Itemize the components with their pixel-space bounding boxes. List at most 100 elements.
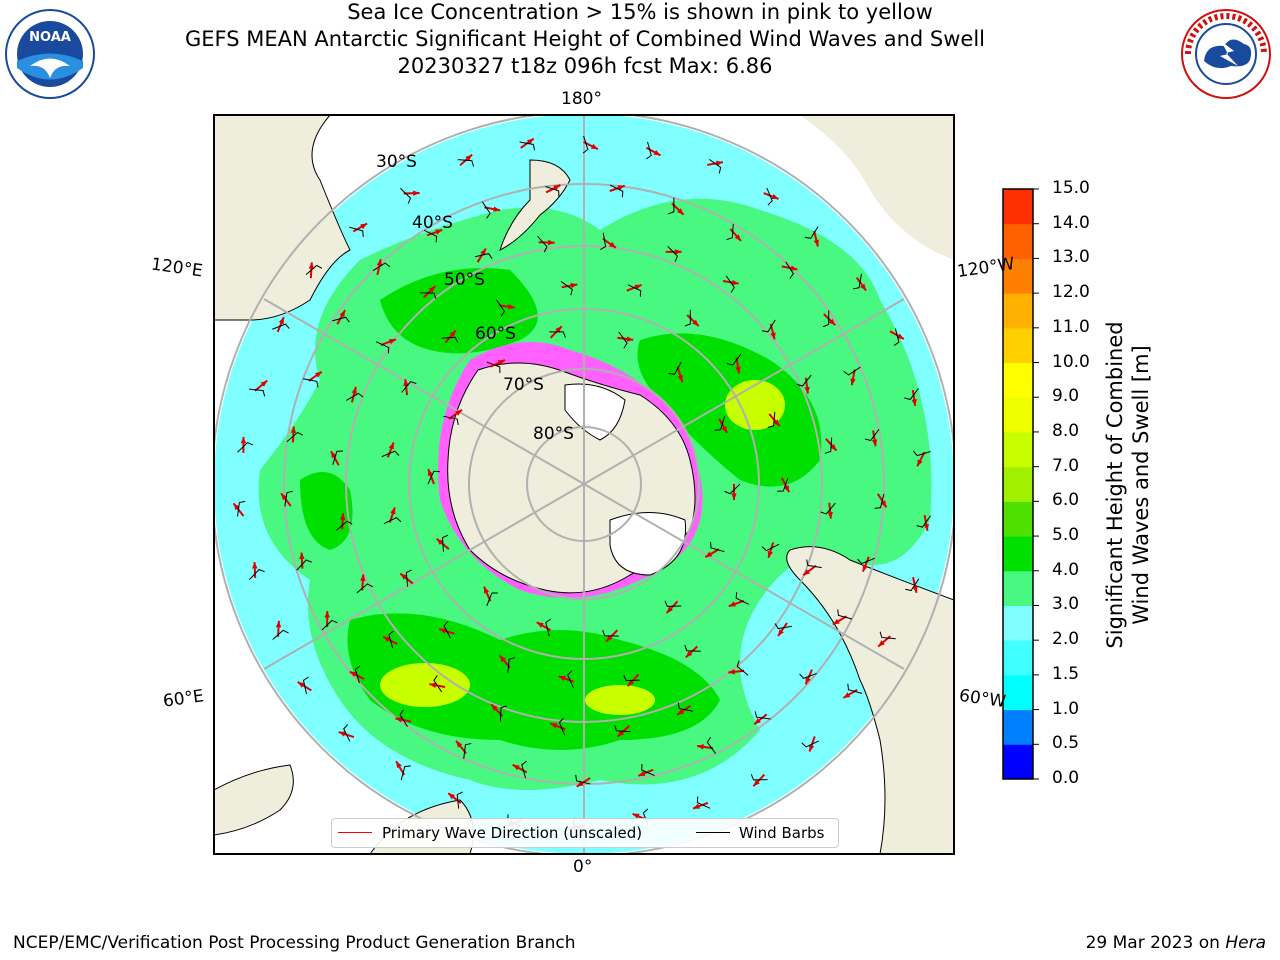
colorbar-tick-label: 9.0 <box>1052 386 1080 407</box>
south-america-landmass <box>786 546 954 854</box>
wave-arrow-head <box>558 675 566 682</box>
colorbar-label-line1: Significant Height of Combined <box>1103 321 1127 649</box>
wave-arrow-head <box>548 239 555 246</box>
wave-arrow-head <box>862 564 868 572</box>
wave-arrow-head <box>339 513 346 520</box>
wind-barb <box>272 629 289 640</box>
wind-barb <box>558 717 566 736</box>
wind-barb <box>486 361 501 374</box>
wind-barb <box>641 763 655 777</box>
wave-arrow-head <box>773 419 780 427</box>
wind-barb <box>843 366 861 376</box>
wave-arrow-head <box>617 730 625 737</box>
wind-barb <box>735 592 749 605</box>
wave-arrow-head <box>705 551 713 558</box>
wave-arrow-head <box>677 208 684 215</box>
wave-arrow-head <box>456 740 463 748</box>
wave-arrow-head <box>767 550 773 558</box>
wind-barb <box>401 381 417 393</box>
wind-barb <box>754 711 771 720</box>
primary-wave-swatch <box>338 832 372 833</box>
wave-arrow-head <box>770 332 776 340</box>
wind-barb <box>714 416 726 431</box>
wave-arrow-head <box>435 229 443 235</box>
wave-arrow-head <box>480 248 486 256</box>
wind-barb <box>375 341 390 354</box>
wind-barb <box>441 534 449 552</box>
wind-barb <box>627 284 642 297</box>
wind-barb <box>507 657 516 674</box>
wave-arrow-head <box>536 622 544 628</box>
wave-arrow-head <box>692 319 699 327</box>
wave-arrow-head <box>526 138 534 145</box>
wave-arrow-head <box>878 640 885 647</box>
wind-barb <box>481 201 491 219</box>
wave-arrow-head <box>753 779 760 787</box>
wind-barb <box>456 791 463 809</box>
wave-arrow-head <box>777 629 784 637</box>
footer-date-text: 29 Mar 2023 on <box>1085 933 1220 953</box>
wave-arrow-head <box>721 425 728 433</box>
wave-arrow-head <box>626 336 634 342</box>
wave-arrow-head <box>400 573 408 580</box>
wave-arrow-head <box>550 723 558 729</box>
wind-barb <box>343 724 351 742</box>
wind-barb <box>537 235 548 253</box>
colorbar-tick-label: 13.0 <box>1052 247 1090 268</box>
wave-arrow-head <box>677 708 685 715</box>
wind-barb <box>296 559 312 571</box>
wind-barb <box>684 309 691 327</box>
wave-arrow-head <box>860 283 867 291</box>
colorbar-segment <box>1003 605 1033 641</box>
wind-barb <box>912 450 931 457</box>
wind-barb <box>646 141 652 160</box>
wave-arrow-head <box>499 655 506 663</box>
wind-barb <box>284 490 293 507</box>
wave-arrow-head <box>912 585 918 593</box>
wind-barb <box>321 619 338 631</box>
wave-arrow-head <box>396 761 402 769</box>
wind-barb <box>600 232 607 251</box>
wave-arrow-head <box>260 380 268 387</box>
wind-barb <box>346 392 364 401</box>
wind-barb <box>766 187 773 206</box>
colorbar-segment <box>1003 466 1033 502</box>
wave-arrow-head <box>804 386 810 394</box>
wind-barb <box>602 630 619 637</box>
wave-arrow-head <box>666 606 674 614</box>
footer-credit: NCEP/EMC/Verification Post Processing Pr… <box>13 933 576 953</box>
wind-barb <box>801 740 819 748</box>
wave-arrow-head <box>827 512 833 519</box>
colorbar-tick-label: 11.0 <box>1052 316 1090 337</box>
wind-barb <box>463 742 472 759</box>
wind-barb <box>667 245 679 262</box>
wind-barb <box>726 353 742 366</box>
wave-arrow-head <box>436 538 444 545</box>
wave-arrow-head <box>896 333 904 340</box>
wind-barb <box>696 796 711 809</box>
plot-subtitle: 20230327 t18z 096h fcst Max: 6.86 <box>397 54 773 78</box>
wave-arrow-head <box>428 286 436 293</box>
wind-barb <box>725 275 735 293</box>
colorbar-segment <box>1003 709 1033 745</box>
wave-arrow-head <box>376 259 383 267</box>
map-frame <box>213 114 955 855</box>
footer-host: Hera <box>1225 933 1266 953</box>
wind-barb <box>822 310 830 328</box>
wind-barb <box>709 158 722 174</box>
lat-label-30s: 30°S <box>376 152 417 172</box>
wave-arrow-head <box>693 803 701 809</box>
wave-arrow-head <box>360 223 368 230</box>
wind-barb <box>302 378 319 388</box>
longitude-lines <box>263 115 905 854</box>
wind-barb <box>736 660 749 676</box>
colorbar-segment <box>1003 327 1033 364</box>
wind-barb <box>767 411 776 428</box>
colorbar-tick-label: 12.0 <box>1052 282 1090 303</box>
wind-barb <box>545 618 551 637</box>
colorbar-segment <box>1003 536 1033 572</box>
colorbar-tick-label: 4.0 <box>1052 559 1080 580</box>
wind-barb <box>799 672 817 679</box>
wind-barb <box>879 631 896 640</box>
wind-barb <box>706 736 717 754</box>
